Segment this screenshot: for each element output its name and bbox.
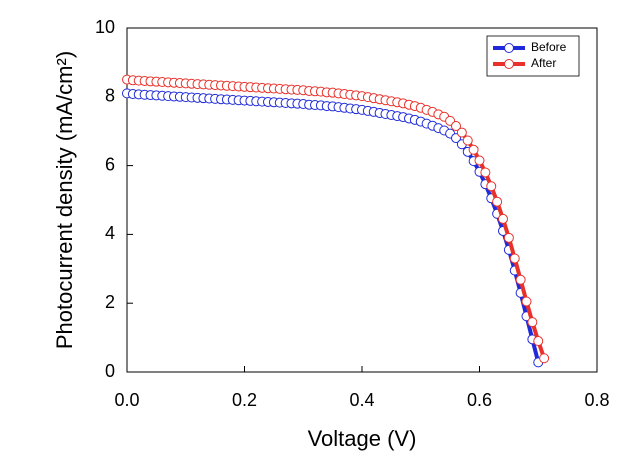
data-point bbox=[474, 155, 485, 166]
data-point bbox=[527, 317, 538, 328]
data-point bbox=[492, 196, 503, 207]
y-tick-label: 6 bbox=[105, 154, 115, 174]
legend-label: After bbox=[531, 56, 556, 70]
legend-label: Before bbox=[531, 40, 567, 54]
y-tick-label: 10 bbox=[95, 17, 115, 37]
y-axis-title: Photocurrent density (mA/cm²) bbox=[52, 51, 77, 349]
legend-marker bbox=[504, 43, 514, 53]
data-point bbox=[468, 144, 479, 155]
data-point bbox=[515, 274, 526, 285]
data-point bbox=[451, 121, 461, 132]
x-tick-label: 0.6 bbox=[467, 390, 492, 410]
data-point bbox=[521, 296, 532, 307]
x-tick-label: 0.8 bbox=[584, 390, 609, 410]
data-point bbox=[539, 353, 550, 364]
legend-box bbox=[486, 35, 580, 77]
data-point bbox=[480, 167, 491, 178]
data-point bbox=[462, 135, 473, 146]
series-line bbox=[126, 77, 547, 359]
data-point bbox=[503, 232, 514, 243]
data-point bbox=[486, 181, 497, 192]
data-point bbox=[498, 213, 508, 224]
x-tick-label: 0.4 bbox=[349, 390, 374, 410]
x-axis-title: Voltage (V) bbox=[308, 426, 417, 451]
data-point bbox=[509, 253, 520, 264]
data-point bbox=[533, 336, 544, 347]
x-tick-label: 0.2 bbox=[232, 390, 257, 410]
series-line bbox=[126, 91, 541, 363]
y-tick-label: 2 bbox=[105, 292, 115, 312]
data-point bbox=[456, 127, 467, 138]
y-tick-label: 4 bbox=[105, 223, 115, 243]
y-tick-label: 8 bbox=[105, 86, 115, 106]
legend-marker bbox=[504, 59, 514, 69]
x-tick-label: 0.0 bbox=[114, 390, 139, 410]
y-tick-label: 0 bbox=[105, 361, 115, 381]
